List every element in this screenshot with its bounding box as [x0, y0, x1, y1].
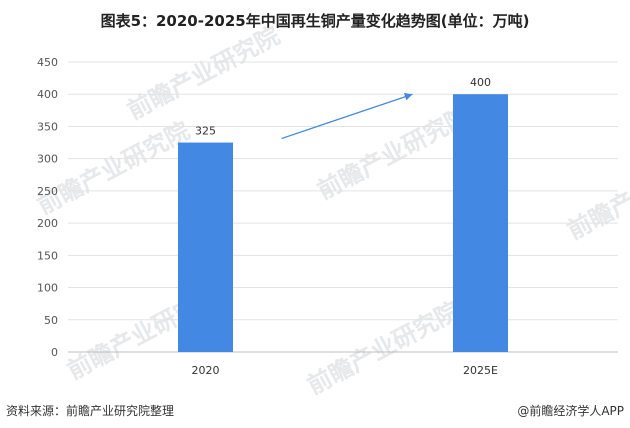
x-tick-label: 2020 [192, 364, 220, 377]
brand-credit: @前瞻经济学人APP [517, 404, 624, 418]
chart-title: 图表5：2020-2025年中国再生铜产量变化趋势图(单位：万吨) [100, 12, 530, 30]
y-tick-label: 50 [44, 314, 58, 327]
footer: 资料来源：前瞻产业研究院整理 @前瞻经济学人APP [6, 402, 624, 422]
y-tick-label: 250 [37, 185, 58, 198]
bar [453, 94, 508, 352]
y-tick-label: 0 [51, 346, 58, 359]
y-tick-label: 450 [37, 56, 58, 69]
trend-arrow [281, 93, 413, 140]
data-label: 400 [470, 76, 491, 89]
x-tick-label: 2025E [463, 364, 498, 377]
y-tick-label: 100 [37, 282, 58, 295]
source-note: 资料来源：前瞻产业研究院整理 [6, 404, 175, 418]
y-tick-label: 350 [37, 120, 58, 133]
y-tick-label: 300 [37, 153, 58, 166]
data-label: 325 [195, 125, 216, 138]
y-tick-label: 150 [37, 249, 58, 262]
bar [178, 142, 233, 352]
y-tick-label: 200 [37, 217, 58, 230]
y-tick-label: 400 [37, 88, 58, 101]
